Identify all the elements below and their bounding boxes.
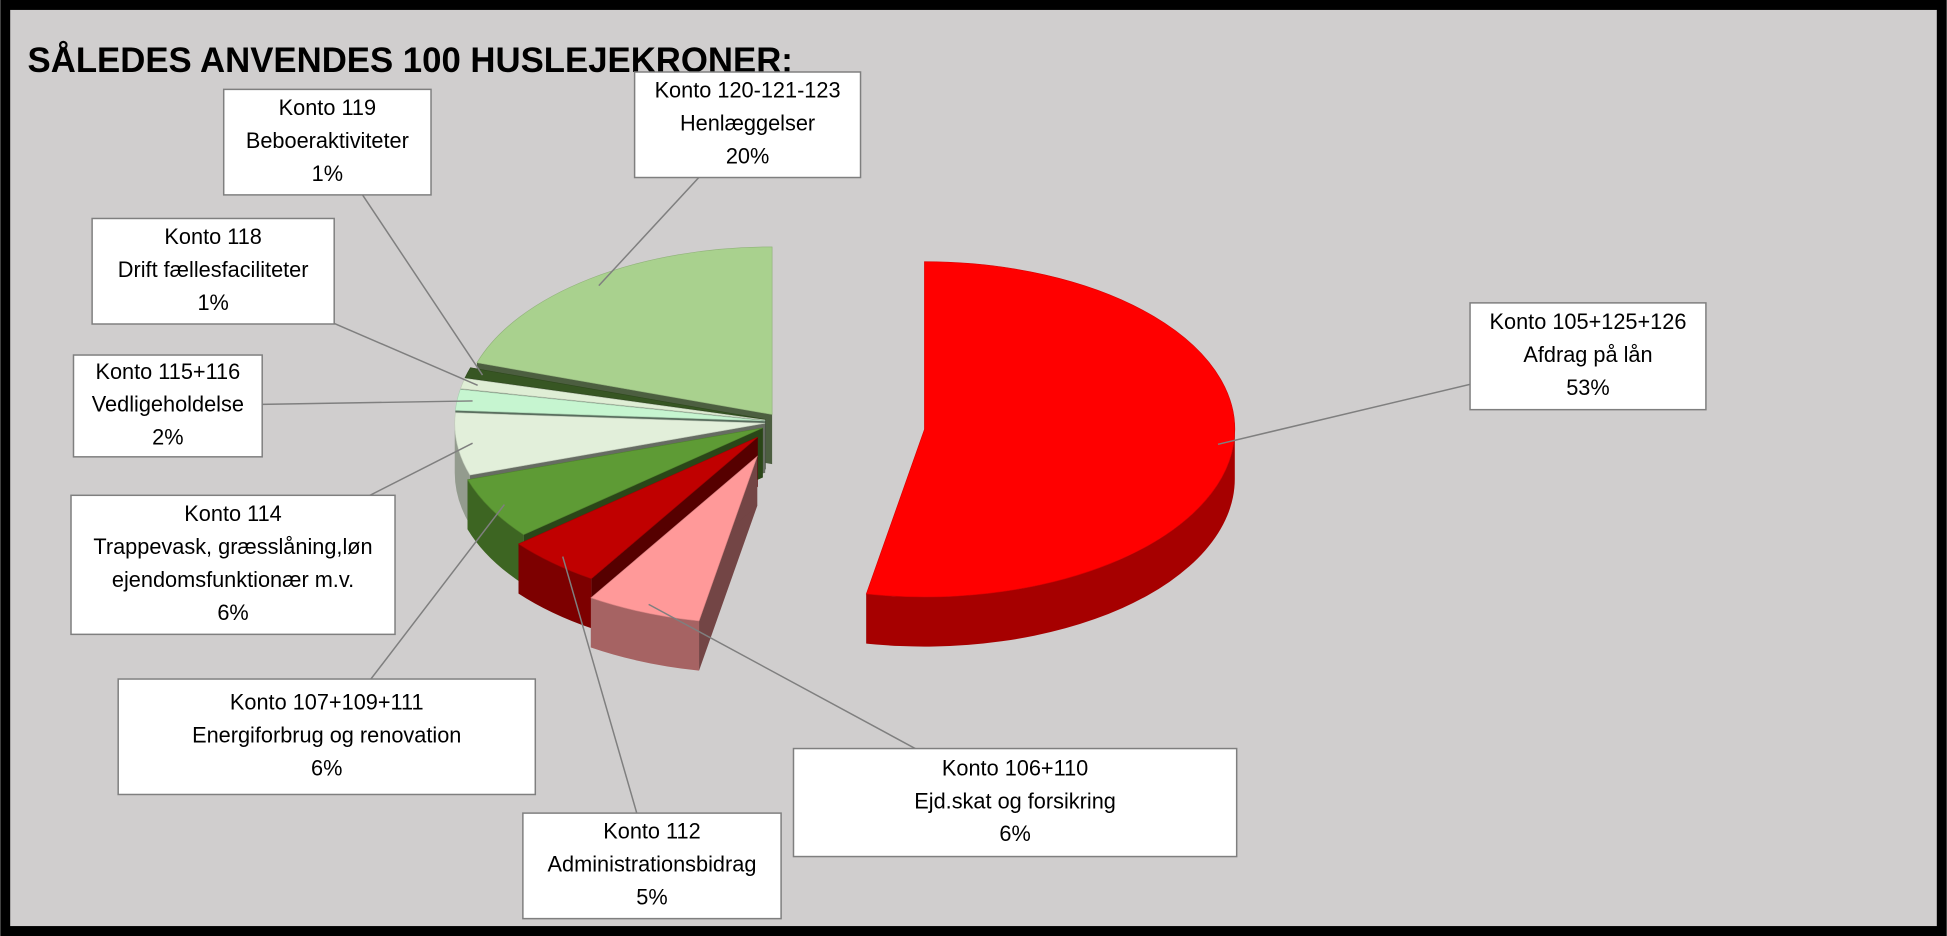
slice-wall <box>866 429 1235 647</box>
label-box <box>522 812 782 920</box>
slice <box>590 455 758 671</box>
slice-wall <box>590 597 700 671</box>
label-box <box>70 494 396 636</box>
label-box <box>633 71 862 179</box>
data-label: 2% <box>152 425 183 450</box>
slice-top <box>467 427 763 536</box>
slice-top <box>454 412 766 476</box>
label-box <box>1469 302 1707 411</box>
slice-top <box>590 455 758 622</box>
category-label: Konto 119 <box>279 95 376 120</box>
category-label: Konto 112 <box>603 819 700 844</box>
category-label: Henlæggelser <box>680 110 815 135</box>
category-label: Konto 118 <box>164 224 261 249</box>
label-box <box>222 88 432 196</box>
labels: Konto 105+125+126 Afdrag på lån 53% Konto 1… <box>70 71 1707 920</box>
category-label: Vedligeholdelse <box>92 392 244 417</box>
category-label: Konto 105+125+126 <box>1490 309 1687 334</box>
label-box <box>91 217 335 325</box>
category-label: ejendomsfunktionær m.v. <box>112 567 354 592</box>
category-label: Trappevask, græsslåning,løn <box>93 534 372 559</box>
data-label: 20% <box>726 143 769 168</box>
category-label: Konto 114 <box>184 501 281 526</box>
data-label: 53% <box>1566 375 1609 400</box>
category-label: Drift fællesfaciliteter <box>118 257 309 282</box>
slice-top <box>476 246 773 415</box>
category-label: Administrationsbidrag <box>548 852 757 877</box>
slice-top <box>517 436 758 580</box>
category-label: Konto 115+116 <box>95 359 240 384</box>
data-label: 6% <box>311 755 342 780</box>
category-label: Energiforbrug og renovation <box>192 722 461 747</box>
slice-top <box>464 367 766 420</box>
slice <box>865 261 1236 647</box>
slice-wall <box>518 543 592 629</box>
category-label: Konto 107+109+111 <box>230 690 424 715</box>
data-label: 1% <box>312 161 343 186</box>
slice-top <box>460 378 766 421</box>
label-box <box>72 354 263 458</box>
label-box <box>117 678 537 796</box>
label-box <box>792 747 1238 858</box>
category-label: Konto 120-121-123 <box>655 78 841 103</box>
category-label: Beboeraktiviteter <box>246 128 409 153</box>
category-label: Afdrag på lån <box>1523 342 1652 367</box>
slice-wall <box>454 423 470 525</box>
data-label: 1% <box>197 290 228 315</box>
slice-top <box>455 389 766 422</box>
slice-top <box>865 261 1236 598</box>
data-label: 6% <box>999 821 1030 846</box>
data-label: 5% <box>636 884 667 909</box>
category-label: Ejd.skat og forsikring <box>914 788 1116 813</box>
pie <box>454 246 1236 671</box>
category-label: Konto 106+110 <box>942 755 1088 780</box>
slice-wall <box>467 479 524 585</box>
data-label: 6% <box>217 600 248 625</box>
